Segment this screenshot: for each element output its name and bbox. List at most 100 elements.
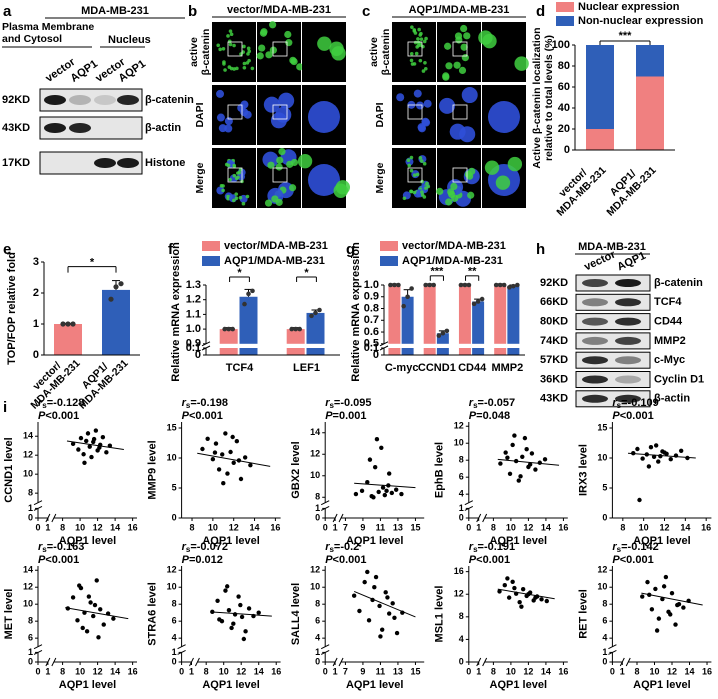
data-point [529,451,535,456]
data-point [517,599,522,605]
stain [444,42,452,50]
nucleus [418,124,427,133]
x-tick-label: 16 [702,666,712,676]
data-point [660,596,665,602]
fit-line [497,588,555,600]
stain [445,198,453,206]
axis-break [482,657,488,667]
stain [422,161,427,166]
y-tick-label: 0 [459,656,464,666]
panel-letter: g [346,241,355,258]
stain [235,66,239,71]
stain [425,181,429,186]
stain [275,198,283,206]
bar [388,285,401,355]
data-point [213,441,219,446]
stain [415,172,420,177]
bar-segment [586,45,614,129]
stain [422,39,427,44]
data-point [85,431,91,436]
x-tick-label: 14 [541,666,551,676]
stain [289,56,297,64]
data-point [512,585,517,591]
stat-subscript: s [329,401,334,410]
stain [231,198,236,203]
y-tick-label: 10 [23,599,33,609]
x-tick-label: 0 [610,666,615,676]
data-point [668,612,673,617]
data-point [309,313,314,319]
axis-break [482,513,488,523]
stain [246,52,250,56]
stain [412,173,417,177]
stain [454,32,463,40]
nucleus [216,186,225,195]
zoom-box [272,167,288,183]
p-value: P=0.012 [182,554,223,566]
y-tick-label: 0 [602,656,607,666]
fraction-label-box: Plasma Membrane and Cytosol [2,22,94,45]
stain [467,191,475,199]
p-symbol: P [612,554,620,566]
x-tick-label: 14 [250,522,260,532]
data-point [503,450,508,455]
data-point [656,616,662,621]
protein-label: β-catenin [654,277,703,289]
y-tick-label: 1 [28,503,33,513]
protein-label: β-catenin [145,94,194,106]
significance: *** [430,266,444,278]
x-tick-label: 1 [476,522,481,532]
data-point [238,476,244,482]
statistic: rs=-0.2 [325,541,359,554]
p-value: P<0.001 [612,410,653,422]
data-point [238,602,243,608]
y-tick-label: 8 [28,616,33,626]
data-point [384,488,389,494]
p-symbol: P [182,554,190,566]
p-value: P<0.001 [38,554,79,566]
stain [507,156,523,172]
data-point [372,464,378,470]
x-tick-label: 16 [270,522,280,532]
data-point [519,604,524,609]
stain [453,61,461,69]
y-axis-label: EphB level [434,442,446,498]
y-tick-label: 0 [28,656,33,666]
data-point [681,605,686,610]
data-point [70,321,76,327]
x-tick-label: 10 [506,666,516,676]
data-point [70,441,76,447]
data-point [444,328,450,334]
data-point [217,617,222,622]
data-point [497,589,502,594]
data-point [205,436,210,441]
data-point [242,455,248,460]
bar [239,296,258,355]
y-axis-label: STRA6 level [147,582,159,646]
axis-break [608,644,617,650]
x-tick-label: 7 [343,666,348,676]
stat-subscript: s [42,545,47,554]
data-point [60,321,66,327]
stat-symbol: r [38,397,43,409]
y-tick-label: 40 [558,102,570,114]
data-point [507,285,512,290]
p-symbol: P [325,410,333,422]
stain [226,34,230,38]
stain [331,46,346,61]
data-point [94,578,99,583]
data-point [479,296,485,302]
data-point [520,586,526,592]
stain [447,188,455,196]
data-point [388,282,393,288]
x-tick-label: 8 [60,522,65,532]
statistic: rs=-0.072 [182,541,228,554]
legend-swatch [556,16,574,26]
x-axis-label: AQP1 level [490,535,547,547]
stain [419,159,424,163]
data-point [96,635,101,640]
y-tick-label: 0.5 [364,338,379,350]
data-point [385,595,390,600]
data-point [246,291,251,297]
